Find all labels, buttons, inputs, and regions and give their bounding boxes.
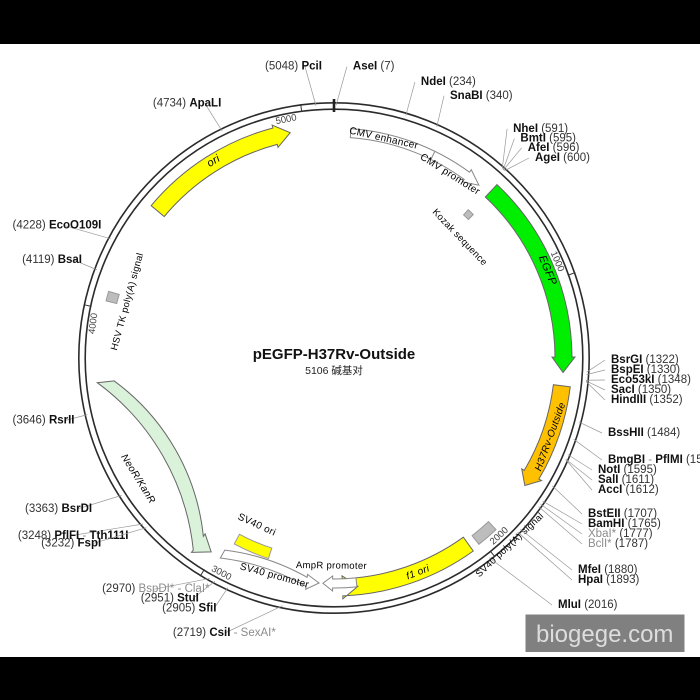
svg-text:Kozak sequence: Kozak sequence (430, 207, 489, 268)
svg-text:SnaBI (340): SnaBI (340) (450, 90, 513, 102)
svg-text:(4228) EcoO109I: (4228) EcoO109I (13, 220, 102, 232)
svg-text:5106 碱基对: 5106 碱基对 (305, 364, 363, 377)
svg-text:(5048) PciI: (5048) PciI (265, 61, 322, 73)
svg-text:AmpR promoter: AmpR promoter (296, 560, 367, 572)
svg-text:(3646) RsrII: (3646) RsrII (13, 415, 75, 427)
svg-text:HindIII (1352): HindIII (1352) (611, 394, 683, 406)
svg-text:(4119) BsaI: (4119) BsaI (22, 254, 82, 266)
svg-text:(3232) FspI: (3232) FspI (41, 537, 101, 549)
svg-text:NdeI (234): NdeI (234) (421, 76, 476, 88)
svg-text:pEGFP-H37Rv-Outside: pEGFP-H37Rv-Outside (253, 346, 416, 363)
svg-text:(2719) CsiI - SexAI*: (2719) CsiI - SexAI* (173, 627, 276, 639)
svg-text:HpaI (1893): HpaI (1893) (578, 574, 640, 586)
svg-text:SV40 ori: SV40 ori (236, 512, 278, 539)
svg-text:SV40 poly(A) signal: SV40 poly(A) signal (474, 511, 546, 580)
svg-text:(2905) SfiI: (2905) SfiI (162, 603, 216, 615)
svg-text:BssHII (1484): BssHII (1484) (608, 427, 680, 439)
svg-text:AseI (7): AseI (7) (353, 61, 395, 73)
svg-text:4000: 4000 (87, 312, 101, 334)
svg-text:5000: 5000 (275, 112, 298, 127)
svg-text:AgeI (600): AgeI (600) (535, 152, 590, 164)
svg-text:biogege.com: biogege.com (536, 621, 673, 648)
svg-text:BclI* (1787): BclI* (1787) (588, 538, 648, 550)
svg-text:(3363) BsrDI: (3363) BsrDI (25, 503, 92, 515)
svg-text:NeoR/KanR: NeoR/KanR (118, 452, 157, 505)
svg-text:AccI (1612): AccI (1612) (598, 484, 659, 496)
svg-text:(4734) ApaLI: (4734) ApaLI (153, 97, 221, 109)
svg-text:MluI (2016): MluI (2016) (558, 599, 618, 611)
